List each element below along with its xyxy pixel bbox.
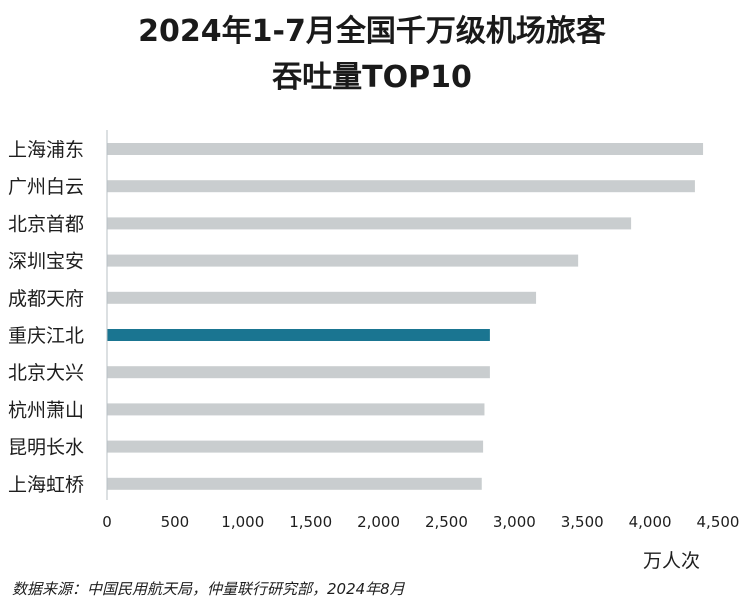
- bar-6: [107, 329, 490, 341]
- bar-1: [107, 143, 704, 155]
- x-tick-label: 1,500: [289, 513, 332, 531]
- x-tick-label: 3,500: [561, 513, 604, 531]
- x-tick-label: 3,000: [493, 513, 536, 531]
- bar-5: [107, 291, 537, 304]
- bar-10: [107, 477, 482, 490]
- category-label: 成都天府: [8, 288, 84, 310]
- x-tick-label: 2,000: [357, 513, 400, 531]
- x-tick-label: 0: [102, 513, 112, 531]
- category-label: 上海浦东: [8, 139, 84, 161]
- x-tick-label: 4,000: [629, 513, 672, 531]
- bar-3: [107, 217, 632, 230]
- category-label: 广州白云: [8, 176, 84, 198]
- source-note: 数据来源：中国民用航天局，仲量联行研究部，2024年8月: [12, 580, 405, 598]
- x-tick-label: 2,500: [425, 513, 468, 531]
- bar-2: [107, 180, 695, 193]
- category-label: 上海虹桥: [8, 474, 84, 496]
- x-tick-label: 4,500: [697, 513, 740, 531]
- category-label: 北京大兴: [8, 362, 84, 384]
- chart-title-line1: 2024年1-7月全国千万级机场旅客: [138, 14, 606, 49]
- category-label: 昆明长水: [8, 437, 84, 459]
- category-label: 深圳宝安: [8, 251, 84, 273]
- bar-4: [107, 254, 579, 267]
- category-label: 北京首都: [8, 213, 84, 235]
- x-tick-label: 500: [161, 513, 190, 531]
- chart-title-line2: 吞吐量TOP10: [272, 60, 472, 95]
- bars-layer: [107, 143, 704, 490]
- x-tick-label: 1,000: [221, 513, 264, 531]
- x-tick-labels-layer: 0 500 1,000 1,500 2,000 2,500 3,000 3,500 4,000 4…: [102, 513, 739, 531]
- bar-7: [107, 366, 490, 379]
- category-label: 重庆江北: [8, 325, 84, 347]
- x-axis-label: 万人次: [643, 550, 700, 572]
- bar-9: [107, 440, 484, 453]
- category-label: 杭州萧山: [8, 399, 84, 421]
- bar-8: [107, 403, 485, 416]
